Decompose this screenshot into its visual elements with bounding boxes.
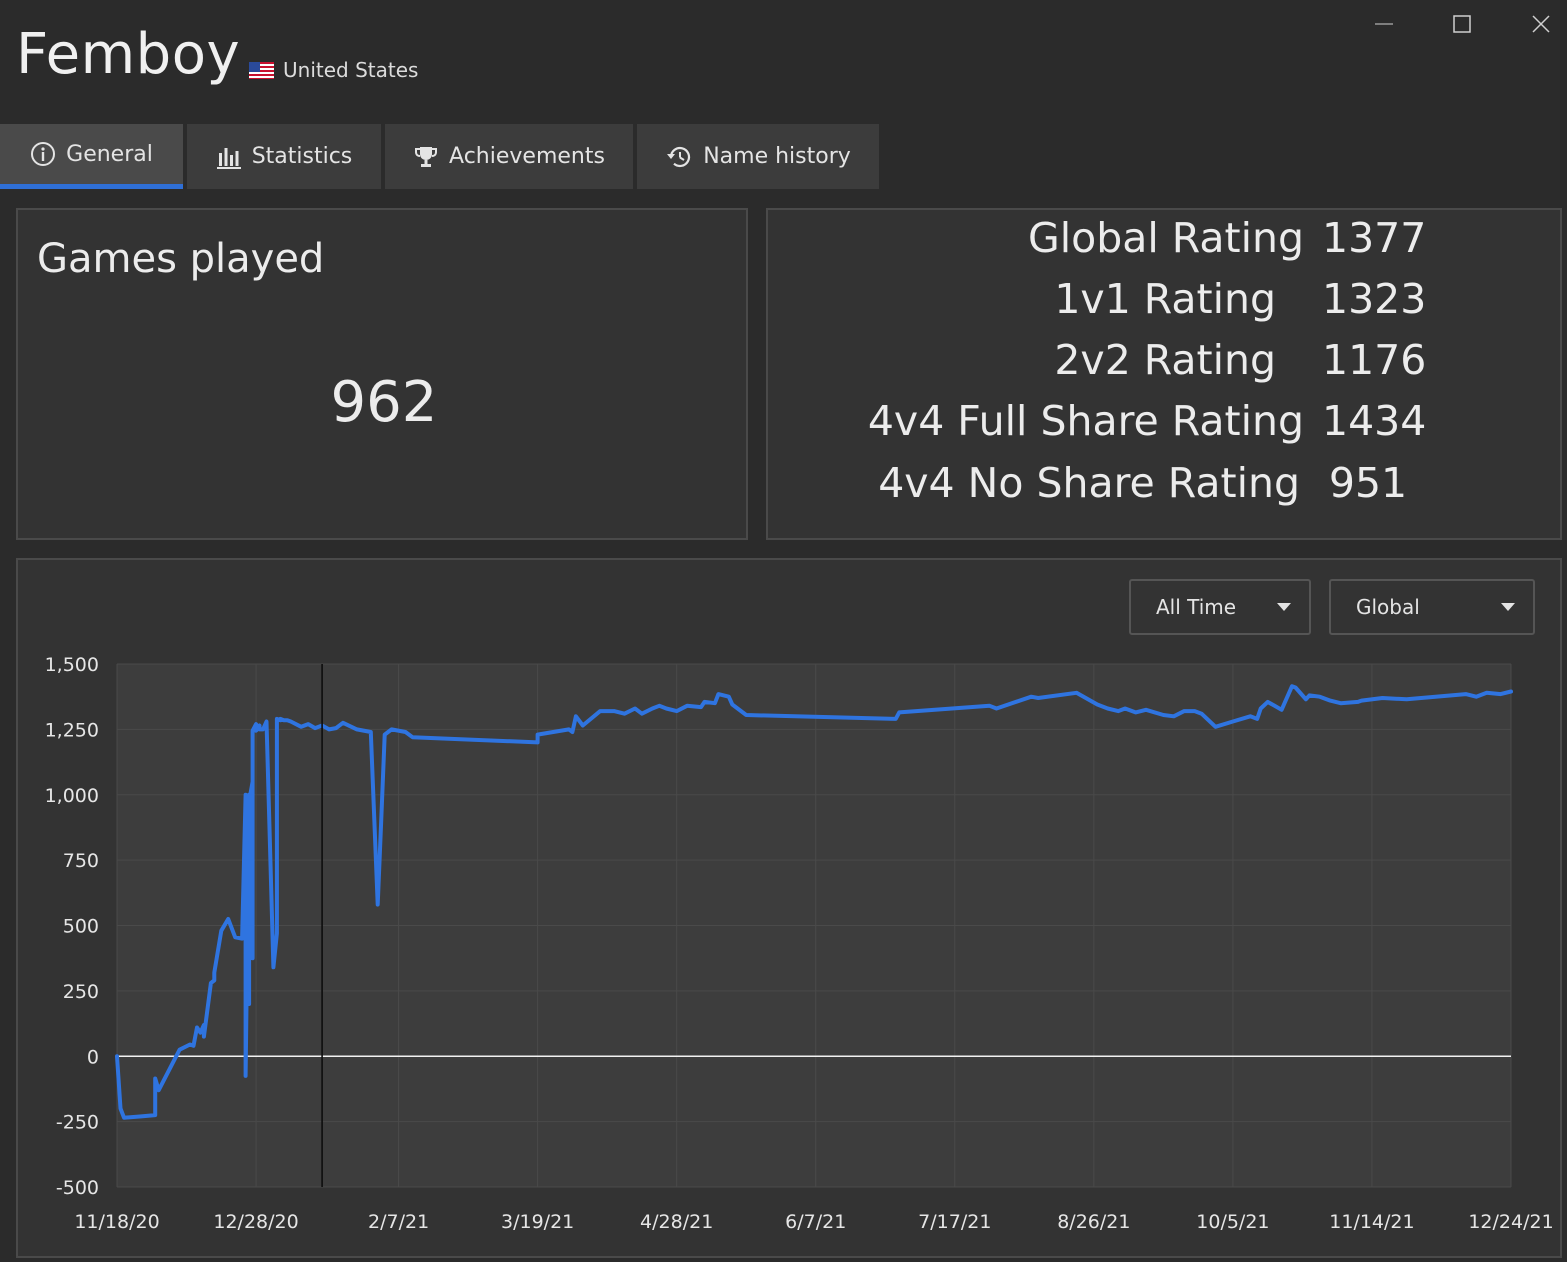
rating-label: 4v4 Full Share Rating bbox=[867, 397, 1304, 445]
mode-dropdown[interactable]: Global bbox=[1329, 579, 1535, 635]
rating-label: 2v2 Rating bbox=[1054, 336, 1276, 384]
tab-general[interactable]: General bbox=[0, 124, 183, 189]
x-tick-label: 3/19/21 bbox=[501, 1211, 574, 1233]
rating-row-1v1: 1v1 Rating 1323 bbox=[768, 275, 1564, 336]
rating-value: 1434 bbox=[1322, 397, 1427, 445]
mode-value: Global bbox=[1356, 595, 1420, 619]
x-tick-label: 10/5/21 bbox=[1196, 1211, 1269, 1233]
tab-name-history-label: Name history bbox=[703, 144, 851, 169]
rating-value: 1176 bbox=[1322, 336, 1427, 384]
x-tick-label: 8/26/21 bbox=[1057, 1211, 1130, 1233]
x-tick-label: 12/24/21 bbox=[1468, 1211, 1553, 1233]
ratings-card: Global Rating 1377 1v1 Rating 1323 2v2 R… bbox=[766, 208, 1562, 540]
rating-label: 4v4 No Share Rating bbox=[878, 459, 1300, 507]
maximize-button[interactable] bbox=[1442, 6, 1482, 42]
x-tick-label: 11/14/21 bbox=[1329, 1211, 1414, 1233]
y-tick-label: 500 bbox=[63, 916, 99, 938]
tab-achievements-label: Achievements bbox=[449, 144, 605, 169]
x-tick-label: 7/17/21 bbox=[918, 1211, 991, 1233]
y-tick-label: 0 bbox=[87, 1046, 99, 1068]
player-name: Femboy bbox=[16, 22, 241, 87]
rating-row-4v4-no-share: 4v4 No Share Rating 951 bbox=[768, 459, 1564, 520]
us-flag-icon bbox=[249, 61, 274, 79]
minimize-button[interactable] bbox=[1364, 6, 1404, 42]
maximize-icon bbox=[1453, 15, 1471, 33]
tab-statistics-label: Statistics bbox=[251, 144, 353, 169]
games-played-title: Games played bbox=[37, 236, 325, 282]
rating-label: 1v1 Rating bbox=[1054, 275, 1276, 323]
close-button[interactable] bbox=[1521, 6, 1561, 42]
y-tick-label: 1,000 bbox=[45, 785, 99, 807]
rating-history-card: -500 -250 0 250 500 750 1,000 1,250 1,500 11/18/2… bbox=[16, 558, 1562, 1258]
rating-row-2v2: 2v2 Rating 1176 bbox=[768, 336, 1564, 397]
x-tick-label: 6/7/21 bbox=[785, 1211, 846, 1233]
rating-row-4v4-full-share: 4v4 Full Share Rating 1434 bbox=[768, 397, 1564, 458]
rating-row-global: Global Rating 1377 bbox=[768, 214, 1564, 275]
time-range-dropdown[interactable]: All Time bbox=[1129, 579, 1311, 635]
bar-chart-icon bbox=[216, 147, 241, 169]
y-tick-label: -500 bbox=[56, 1177, 99, 1199]
tab-statistics[interactable]: Statistics bbox=[187, 124, 381, 189]
rating-history-chart: -500 -250 0 250 500 750 1,000 1,250 1,500 11/18/2… bbox=[45, 654, 1554, 1233]
x-tick-label: 4/28/21 bbox=[640, 1211, 713, 1233]
y-tick-label: 1,250 bbox=[45, 719, 99, 741]
rating-value: 951 bbox=[1328, 459, 1408, 507]
y-tick-label: -250 bbox=[56, 1112, 99, 1134]
x-tick-label: 2/7/21 bbox=[368, 1211, 429, 1233]
tab-general-label: General bbox=[66, 141, 153, 167]
info-icon bbox=[31, 142, 56, 166]
rating-value: 1323 bbox=[1322, 275, 1427, 323]
rating-series-line bbox=[115, 684, 1513, 1120]
minimize-icon bbox=[1375, 23, 1393, 25]
tab-strip: General Statistics Achievements Name his… bbox=[0, 124, 1567, 189]
games-played-card: Games played 962 bbox=[16, 208, 748, 540]
country-label: United States bbox=[283, 58, 419, 82]
trophy-icon bbox=[415, 146, 438, 167]
history-icon bbox=[667, 146, 691, 167]
x-tick-label: 12/28/20 bbox=[213, 1211, 298, 1233]
y-tick-label: 750 bbox=[63, 850, 99, 872]
chevron-down-icon bbox=[1501, 603, 1515, 611]
tab-achievements[interactable]: Achievements bbox=[385, 124, 633, 189]
rating-value: 1377 bbox=[1322, 214, 1427, 262]
games-played-value: 962 bbox=[330, 370, 438, 435]
rating-label: Global Rating bbox=[1027, 214, 1304, 262]
x-tick-label: 11/18/20 bbox=[74, 1211, 159, 1233]
y-tick-label: 1,500 bbox=[45, 654, 99, 676]
time-range-value: All Time bbox=[1156, 595, 1237, 619]
tab-name-history[interactable]: Name history bbox=[637, 124, 879, 189]
title-bar: Femboy United States bbox=[0, 0, 1567, 120]
player-country: United States bbox=[249, 58, 418, 82]
close-icon bbox=[1532, 15, 1550, 33]
y-tick-label: 250 bbox=[63, 981, 99, 1003]
chevron-down-icon bbox=[1277, 603, 1291, 611]
